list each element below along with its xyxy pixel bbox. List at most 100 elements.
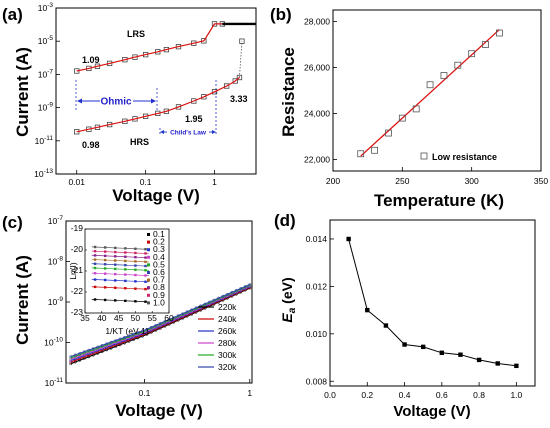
inset-line-0.9 [91,250,149,254]
inset-point-0.7 [144,260,147,264]
inset-legend-label-0.4: 0.4 [153,252,165,262]
iv-marker-320k [109,340,113,344]
legend-marker [420,152,428,160]
iv-marker-320k [208,300,211,304]
iv-marker-240k [69,360,73,364]
hrs-label: HRS [130,137,149,147]
inset-point-0.8 [103,254,107,258]
resistance-point [357,150,365,158]
panel-c-y-tick-label: 10-9 [48,296,64,307]
panel-a-x-tick-label: 1 [212,177,217,187]
inset-point-0.9 [93,249,97,253]
iv-marker-320k [123,335,126,339]
inset-point-0.2 [144,287,147,291]
resistance-point [468,50,476,58]
inset-point-0.6 [103,263,107,266]
panel-b-y-tick-label: 26,000 [304,63,330,73]
slope-hrs-mid-label: 1.95 [185,114,203,124]
inset-x-tick-label: 60 [164,313,174,323]
iv-marker-320k [225,292,229,296]
inset-point-0.1 [124,299,127,303]
inset-x-tick-label: 50 [131,313,141,323]
inset-point-0.5 [124,268,127,271]
iv-marker-320k [185,310,189,314]
iv-marker-320k [230,290,234,294]
inset-point-0.9 [144,252,147,255]
iv-marker-260k [69,359,73,362]
inset-legend-label-0.3: 0.3 [153,244,165,254]
iv-marker-320k [221,294,225,298]
inset-line-0.3 [91,279,149,283]
inset-point-0.1 [144,300,147,303]
ohmic-arrowhead-left [77,98,82,104]
iv-marker-320k [217,296,220,300]
inset-line-1.0 [91,246,149,250]
inset-point-0.8 [134,255,137,259]
panel-b-y-tick-label: 24,000 [304,109,330,119]
inset-line-0.5 [91,267,149,271]
inset-point-0.6 [144,264,147,268]
panel-a-x-tick-label: 0.1 [140,177,152,187]
panel-d-x-tick-label: 0.6 [436,390,448,400]
panel-a-marks [74,21,256,135]
inset-point-0.4 [144,274,147,277]
ea-point [420,344,426,350]
inset-x-label: 1/KT (eV-1) [105,326,148,336]
iv-marker-320k [190,308,194,312]
panel-d-y-tick-label: 0.008 [306,376,328,386]
resistance-point [495,29,503,37]
ea-point [495,361,500,366]
resistance-point [454,61,462,69]
iv-marker-320k [136,331,140,335]
inset-point-0.8 [124,255,127,258]
iv-marker-320k [114,339,118,343]
inset-y-tick-label: -22 [71,286,84,296]
resistance-point [398,114,406,122]
slope-hrs-low-label: 0.98 [82,140,100,150]
inset-point-0.8 [144,256,147,259]
ohmic-arrowhead-right [151,98,156,104]
inset-point-0.8 [114,255,117,258]
inset-legend-label-0.1: 0.1 [153,229,165,239]
inset-point-1.0 [144,248,147,251]
inset-line-0.6 [91,263,149,267]
iv-marker-320k [212,298,216,302]
panel-d-x-tick-label: 0.4 [399,390,411,400]
panel-b-x-tick-label: 350 [534,176,548,186]
inset-point-0.9 [114,250,117,254]
inset-y-label: Ln(I) [68,262,78,280]
legend-label-280k: 280k [218,338,237,348]
inset-point-0.2 [93,285,97,289]
iv-marker-320k [132,332,135,336]
hrs-point [201,94,207,100]
panel-d-y-ticks: 0.008 0.010 0.012 0.014 [306,234,334,386]
inset-legend-label-0.5: 0.5 [153,259,165,269]
panel-b-x-label: Temperature (K) [374,191,504,210]
panel-c-x-tick-label: 1 [247,388,252,398]
iv-marker-320k [140,329,144,333]
panel-a-y-tick-label: 10-5 [38,35,54,46]
inset-point-0.3 [124,279,127,283]
panel-a-frame [55,7,257,175]
inset-point-0.1 [114,299,117,302]
hrs-point [236,74,243,81]
legend-label-300k: 300k [218,350,237,360]
inset-legend-marker-1.0 [147,301,150,305]
inset-line-0.4 [91,272,149,276]
inset-point-0.6 [124,263,127,267]
slope-lrs-label: 1.09 [82,55,100,65]
legend-label-240k: 240k [218,314,237,324]
hrs-point [224,83,230,89]
panel-b-y-ticks: 22,000 24,000 26,000 28,000 [304,17,337,165]
inset-point-0.1 [103,298,107,302]
resistance-point [412,105,420,113]
inset-point-0.8 [93,254,97,257]
panel-d-x-ticks: 0.0 0.2 0.4 0.6 0.8 1.0 [324,382,523,400]
inset-point-0.9 [103,250,107,253]
iv-marker-320k [96,345,100,349]
inset-point-0.5 [144,269,147,272]
inset-plot: 35 40 45 50 55 60 -19 -20 -21 -22 -23 [71,223,174,323]
legend-label: Low resistance [432,152,497,162]
